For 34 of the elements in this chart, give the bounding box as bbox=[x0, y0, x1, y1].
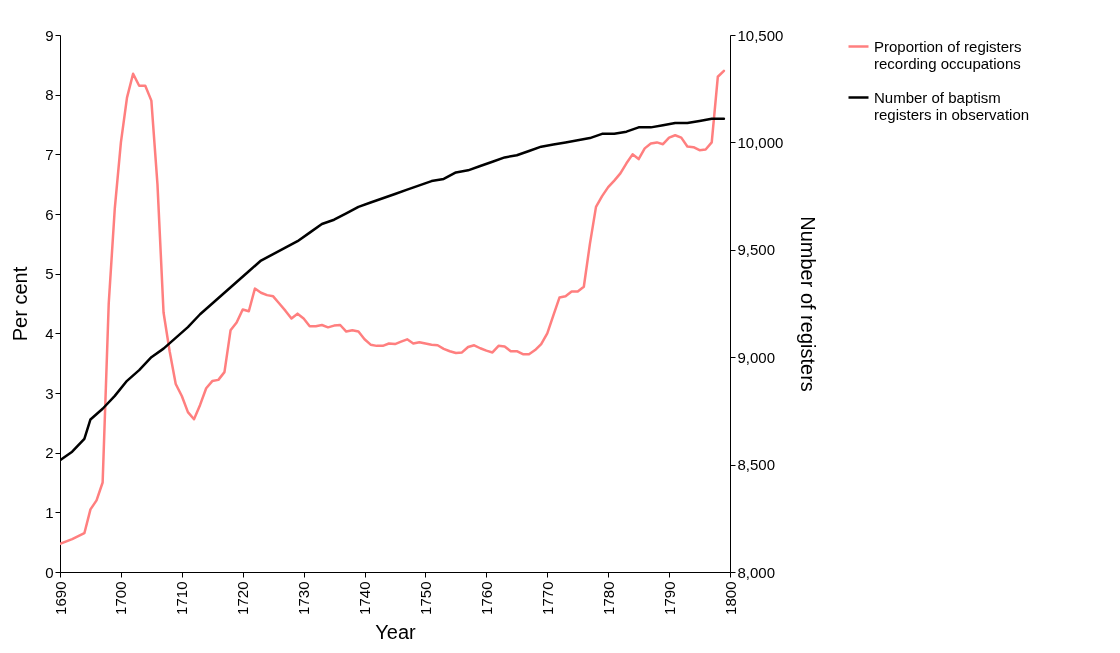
y2-tick-label: 8,500 bbox=[737, 456, 776, 474]
y2-tick-label: 9,000 bbox=[737, 348, 776, 366]
y-axis-title: Per cent bbox=[9, 266, 32, 342]
legend-label: Number of baptism registers in observation bbox=[874, 88, 1030, 123]
x-tick-label: 1800 bbox=[721, 581, 739, 615]
y-tick-label: 0 bbox=[45, 563, 54, 581]
x-tick-label: 1770 bbox=[538, 581, 556, 615]
x-tick-label: 1730 bbox=[295, 581, 313, 615]
x-tick-label: 1790 bbox=[660, 581, 678, 615]
y-tick-label: 2 bbox=[45, 444, 54, 462]
line-series bbox=[60, 69, 726, 546]
y-tick-label: 5 bbox=[45, 265, 54, 283]
y-tick-label: 4 bbox=[45, 324, 54, 342]
legend-label: Proportion of registers recording occupations bbox=[874, 37, 1022, 72]
y2-tick-label: 10,000 bbox=[737, 133, 784, 151]
x-tick-label: 1760 bbox=[477, 581, 495, 615]
y-tick-label: 1 bbox=[45, 503, 54, 521]
x-axis-title: Year bbox=[375, 620, 417, 643]
y2-tick-label: 10,500 bbox=[737, 26, 784, 44]
x-tick-label: 1720 bbox=[234, 581, 252, 615]
x-tick-label: 1710 bbox=[173, 581, 191, 615]
x-tick-label: 1750 bbox=[416, 581, 434, 615]
x-tick-label: 1700 bbox=[112, 581, 130, 615]
x-tick-label: 1690 bbox=[51, 581, 69, 615]
y2-tick-label: 8,000 bbox=[737, 563, 776, 581]
y-tick-label: 7 bbox=[45, 145, 54, 163]
y-tick-label: 9 bbox=[45, 26, 54, 44]
x-tick-label: 1740 bbox=[356, 581, 374, 615]
y2-axis-title: Number of registers bbox=[797, 216, 820, 392]
x-tick-label: 1780 bbox=[599, 581, 617, 615]
y-tick-label: 3 bbox=[45, 384, 54, 402]
y-tick-label: 8 bbox=[45, 86, 54, 104]
y2-tick-label: 9,500 bbox=[737, 241, 776, 259]
y-tick-label: 6 bbox=[45, 205, 54, 223]
